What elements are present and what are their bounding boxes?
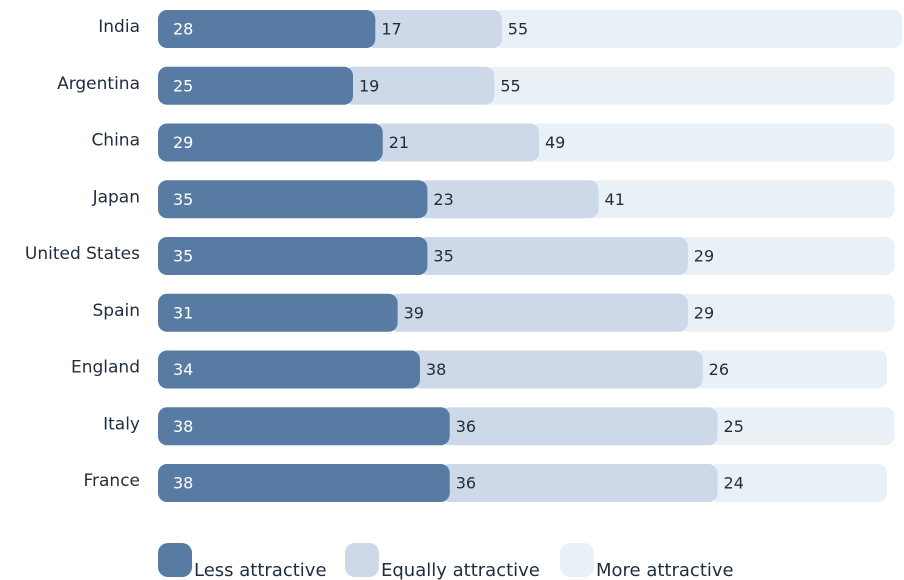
- bar-less-attractive-india: [158, 10, 376, 48]
- category-label-england: England: [71, 358, 140, 378]
- bar-equally-attractive-england: [410, 350, 703, 389]
- legend: Less attractive Equally attractive More at…: [158, 543, 734, 580]
- value-label-less-attractive-china: 29: [173, 133, 193, 152]
- category-label-argentina: Argentina: [57, 74, 140, 94]
- bar-equally-attractive-italy: [440, 407, 718, 446]
- value-label-less-attractive-argentina: 25: [173, 76, 193, 95]
- category-label-china: China: [91, 131, 140, 151]
- value-label-less-attractive-italy: 38: [173, 417, 193, 436]
- bar-equally-attractive-india: [366, 10, 502, 48]
- bar-more-attractive-spain: [678, 293, 895, 332]
- bar-less-attractive-italy: [158, 407, 450, 446]
- bar-equally-attractive-china: [373, 123, 539, 162]
- category-label-japan: Japan: [92, 187, 140, 207]
- legend-label-more-attractive: More attractive: [596, 560, 734, 580]
- value-label-less-attractive-japan: 35: [173, 190, 193, 209]
- bar-less-attractive-united-states: [158, 237, 428, 275]
- value-label-more-attractive-india: 55: [508, 20, 528, 39]
- value-label-less-attractive-spain: 31: [173, 303, 193, 322]
- legend-swatch-less-attractive: [158, 543, 192, 577]
- bar-more-attractive-france: [708, 464, 888, 502]
- legend-swatch-more-attractive: [560, 543, 594, 577]
- bar-equally-attractive-argentina: [344, 66, 495, 105]
- bar-less-attractive-argentina: [158, 66, 353, 105]
- value-label-equally-attractive-spain: 39: [404, 303, 424, 322]
- bar-more-attractive-argentina: [485, 66, 895, 105]
- legend-label-equally-attractive: Equally attractive: [381, 560, 540, 580]
- bar-less-attractive-china: [158, 123, 383, 162]
- value-label-equally-attractive-india: 17: [381, 20, 401, 39]
- value-label-less-attractive-france: 38: [173, 474, 193, 493]
- bar-equally-attractive-spain: [388, 293, 688, 332]
- bars-group: [158, 10, 902, 502]
- bar-equally-attractive-france: [440, 464, 718, 502]
- category-label-france: France: [83, 471, 140, 491]
- category-label-spain: Spain: [93, 301, 141, 321]
- bar-more-attractive-italy: [708, 407, 895, 446]
- value-label-equally-attractive-united-states: 35: [433, 247, 453, 266]
- legend-swatch-equally-attractive: [345, 543, 379, 577]
- bar-equally-attractive-japan: [418, 180, 599, 219]
- value-label-equally-attractive-england: 38: [426, 360, 446, 379]
- value-label-equally-attractive-argentina: 19: [359, 76, 379, 95]
- bar-more-attractive-india: [492, 10, 902, 48]
- bar-more-attractive-japan: [589, 180, 895, 219]
- value-label-more-attractive-spain: 29: [694, 303, 714, 322]
- value-label-less-attractive-india: 28: [173, 20, 193, 39]
- legend-label-less-attractive: Less attractive: [194, 560, 327, 580]
- bar-less-attractive-japan: [158, 180, 428, 219]
- value-label-more-attractive-england: 26: [709, 360, 729, 379]
- bar-more-attractive-england: [693, 350, 888, 389]
- value-label-equally-attractive-japan: 23: [433, 190, 453, 209]
- value-label-equally-attractive-france: 36: [456, 474, 476, 493]
- category-labels: India Argentina China Japan United States Spa…: [25, 17, 140, 491]
- value-label-equally-attractive-italy: 36: [456, 417, 476, 436]
- value-label-more-attractive-united-states: 29: [694, 247, 714, 266]
- bar-more-attractive-united-states: [678, 237, 895, 275]
- bar-less-attractive-spain: [158, 293, 398, 332]
- value-label-less-attractive-united-states: 35: [173, 247, 193, 266]
- category-label-italy: Italy: [103, 414, 140, 434]
- category-label-india: India: [98, 17, 140, 37]
- value-label-less-attractive-england: 34: [173, 360, 193, 379]
- category-label-united-states: United States: [25, 244, 140, 264]
- bar-equally-attractive-united-states: [418, 237, 688, 275]
- value-labels: 28 17 55 25 19 55 29 21 49 35 23 41 35 35 29 31 39 29 34 38…: [173, 20, 744, 493]
- bar-less-attractive-england: [158, 350, 420, 389]
- bar-less-attractive-france: [158, 464, 450, 502]
- value-label-more-attractive-italy: 25: [724, 417, 744, 436]
- bar-more-attractive-china: [530, 123, 895, 162]
- value-label-more-attractive-france: 24: [724, 474, 744, 493]
- value-label-more-attractive-china: 49: [545, 133, 565, 152]
- value-label-more-attractive-japan: 41: [605, 190, 625, 209]
- value-label-more-attractive-argentina: 55: [500, 76, 520, 95]
- value-label-equally-attractive-china: 21: [389, 133, 409, 152]
